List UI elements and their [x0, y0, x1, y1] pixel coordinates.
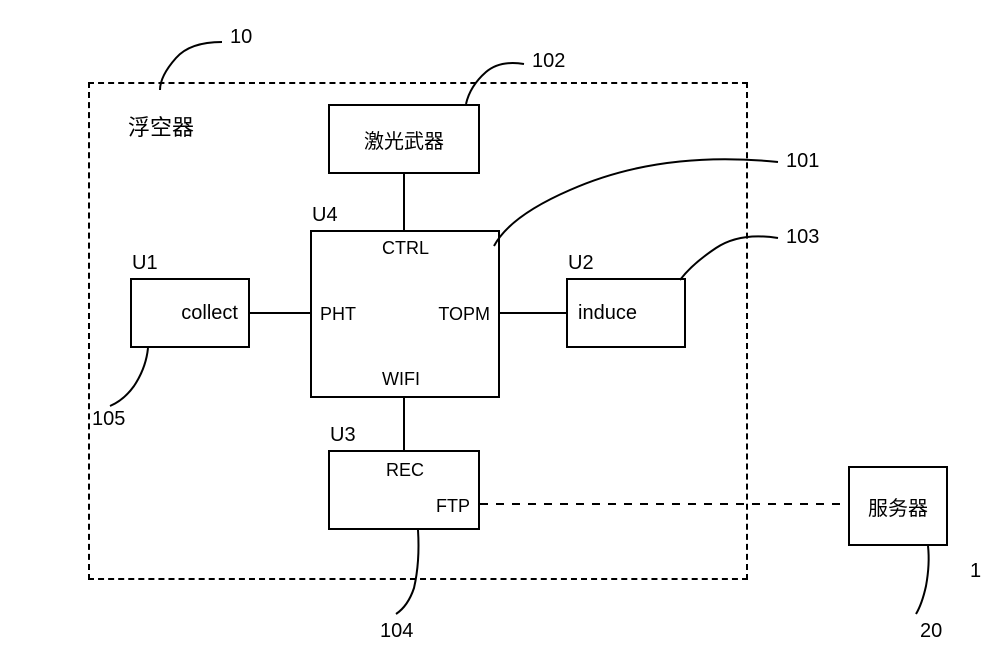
callout-102: 102 — [532, 50, 565, 73]
frame-title: 浮空器 — [128, 110, 194, 142]
leader-20 — [916, 546, 929, 614]
callout-103: 103 — [786, 226, 819, 249]
callout-104: 104 — [380, 620, 413, 643]
callout-1: 1 — [970, 560, 981, 583]
u1-id: U1 — [132, 252, 158, 275]
callout-101: 101 — [786, 150, 819, 173]
callout-10: 10 — [230, 26, 252, 49]
diagram-stage: 浮空器 激光武器 U1 collect U4 CTRL PHT TOPM WIF… — [0, 0, 1000, 670]
u3-id: U3 — [330, 424, 356, 447]
u4-id: U4 — [312, 204, 338, 227]
block-u1: collect — [130, 278, 250, 348]
block-laser: 激光武器 — [328, 104, 480, 174]
u2-id: U2 — [568, 252, 594, 275]
block-u1-label: collect — [181, 302, 238, 325]
u4-port-ctrl: CTRL — [382, 238, 429, 259]
u4-port-topm: TOPM — [438, 304, 490, 325]
block-laser-label: 激光武器 — [364, 125, 444, 154]
callout-20: 20 — [920, 620, 942, 643]
callout-105: 105 — [92, 408, 125, 431]
block-u3: REC FTP — [328, 450, 480, 530]
block-u2-label: induce — [578, 302, 637, 325]
u3-port-rec: REC — [386, 460, 424, 481]
block-u4: CTRL PHT TOPM WIFI — [310, 230, 500, 398]
block-u2: induce — [566, 278, 686, 348]
u3-port-ftp: FTP — [436, 496, 470, 517]
block-server: 服务器 — [848, 466, 948, 546]
u4-port-wifi: WIFI — [382, 369, 420, 390]
u4-port-pht: PHT — [320, 304, 356, 325]
block-server-label: 服务器 — [868, 492, 928, 521]
